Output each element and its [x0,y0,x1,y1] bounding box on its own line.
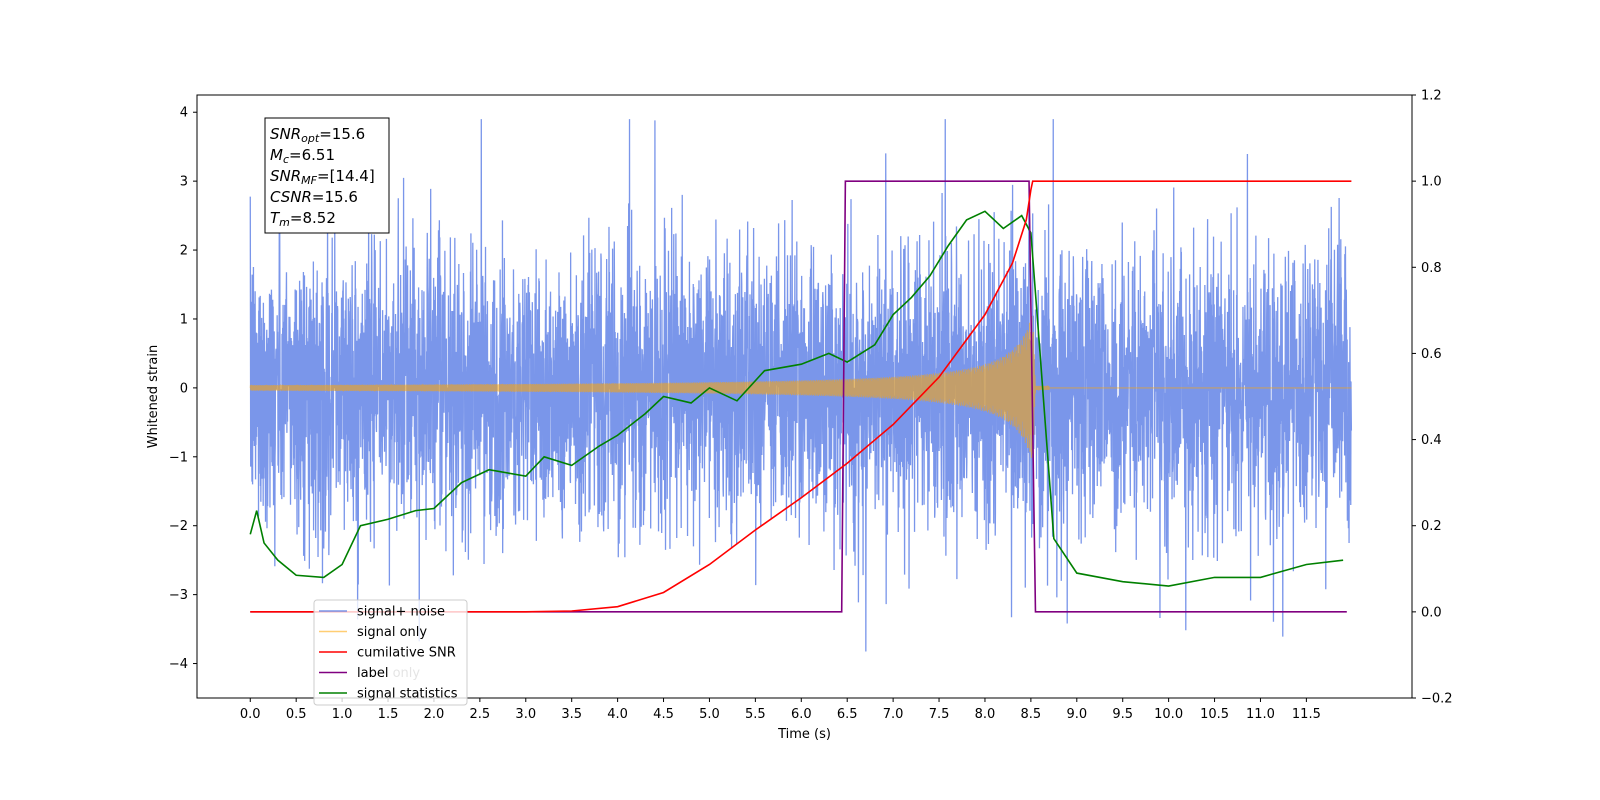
x-axis-label: Time (s) [777,727,831,742]
x-tick-label: 11.0 [1246,707,1275,722]
x-tick-label: 8.5 [1021,707,1042,722]
y2-tick-label: 1.0 [1421,175,1442,190]
x-tick-label: 7.0 [883,707,904,722]
y2-tick-label: 0.2 [1421,519,1442,534]
x-tick-label: 2.5 [470,707,491,722]
x-tick-label: 3.5 [561,707,582,722]
x-tick-label: 10.0 [1154,707,1183,722]
legend-label: signal statistics [357,687,458,702]
y-tick-label: −1 [169,450,188,465]
x-axis: 0.0 0.5 1.0 1.5 2.0 2.5 3.0 3.5 4.0 4.5 5.0 5.5 6.0 6… [240,698,1321,722]
annotation-line: SNRopt=15.6 [270,125,365,145]
y-tick-label: −4 [169,657,188,672]
y-axis-left: −4 −3 −2 −1 0 1 2 3 4 [169,106,197,672]
legend-label: signal+ noise [357,605,445,620]
annotation-line: CSNR=15.6 [270,188,358,206]
x-tick-label: 10.5 [1200,707,1229,722]
legend-label: signal only [357,625,427,640]
x-tick-label: 11.5 [1292,707,1321,722]
x-tick-label: 7.5 [929,707,950,722]
annotation-frame [264,117,390,234]
x-tick-label: 1.0 [332,707,353,722]
y2-tick-label: 0.6 [1421,347,1442,362]
y2-tick-label: −0.2 [1421,692,1453,707]
x-tick-label: 9.0 [1066,707,1087,722]
overlay-series [249,180,1352,613]
x-tick-label: 5.5 [745,707,766,722]
x-tick-label: 8.0 [975,707,996,722]
signal-noise-line [249,119,1353,652]
y-tick-label: 1 [180,312,188,327]
annotation-line: Mc=6.51 [270,146,335,166]
annotation-line: Tm=8.52 [270,209,336,229]
y-axis-label: Whitened strain [146,345,161,448]
y2-tick-label: 0.4 [1421,433,1442,448]
signal-only-series [249,316,1352,458]
y-tick-label: 4 [180,106,188,121]
y-tick-label: −2 [169,519,188,534]
x-tick-label: 5.0 [699,707,720,722]
signal-noise-series [249,119,1353,652]
label-line [250,180,1347,613]
x-tick-label: 6.0 [791,707,812,722]
y2-tick-label: 0.0 [1421,605,1442,620]
x-tick-label: 3.0 [515,707,536,722]
y2-tick-label: 1.2 [1421,89,1442,104]
y2-tick-label: 0.8 [1421,261,1442,276]
y-tick-label: 0 [180,381,188,396]
legend-label: cumilative SNR [357,646,456,661]
legend-label: label [357,666,388,681]
cumilative-snr-line [250,180,1352,613]
x-tick-label: 0.5 [286,707,307,722]
y-tick-label: 3 [180,175,188,190]
y-tick-label: −3 [169,588,188,603]
signal-statistics-line [249,210,1344,587]
y-axis-right: −0.2 0.0 0.2 0.4 0.6 0.8 1.0 1.2 [1412,89,1453,707]
y-tick-label: 2 [180,244,188,259]
plot-frame [196,94,1413,699]
x-tick-label: 1.5 [378,707,399,722]
annotation-line: SNRMF=[14.4] [270,167,375,187]
legend-frame [313,599,468,706]
x-tick-label: 6.5 [837,707,858,722]
x-tick-label: 2.0 [424,707,445,722]
x-tick-label: 9.5 [1112,707,1133,722]
x-tick-label: 0.0 [240,707,261,722]
x-tick-label: 4.5 [653,707,674,722]
x-tick-label: 4.0 [607,707,628,722]
signal-only-line [249,316,1352,458]
